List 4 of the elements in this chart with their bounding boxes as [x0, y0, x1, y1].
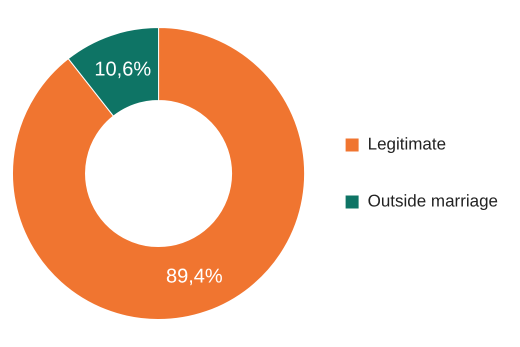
legend-label: Outside marriage	[368, 192, 498, 211]
legend-label: Legitimate	[368, 134, 446, 154]
data-label: 10,6%	[94, 58, 152, 80]
data-label: 89,4%	[166, 266, 223, 288]
